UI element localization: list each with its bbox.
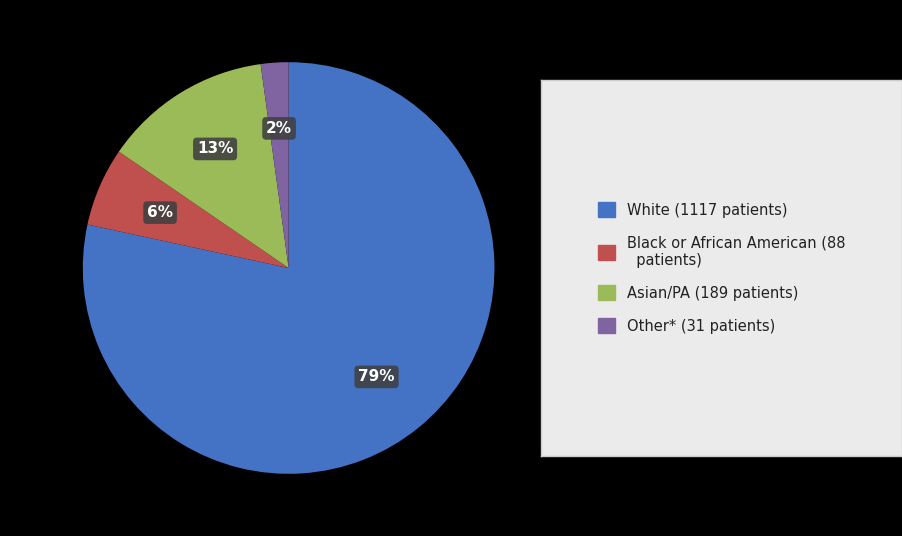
Text: 6%: 6% — [147, 205, 173, 220]
Wedge shape — [261, 62, 289, 268]
Legend: White (1117 patients), Black or African American (88
  patients), Asian/PA (189 : White (1117 patients), Black or African … — [584, 188, 860, 348]
Wedge shape — [119, 64, 289, 268]
Wedge shape — [87, 152, 289, 268]
Text: 79%: 79% — [358, 369, 395, 384]
Text: 2%: 2% — [266, 121, 292, 136]
Wedge shape — [83, 62, 494, 474]
Text: 13%: 13% — [197, 142, 234, 157]
